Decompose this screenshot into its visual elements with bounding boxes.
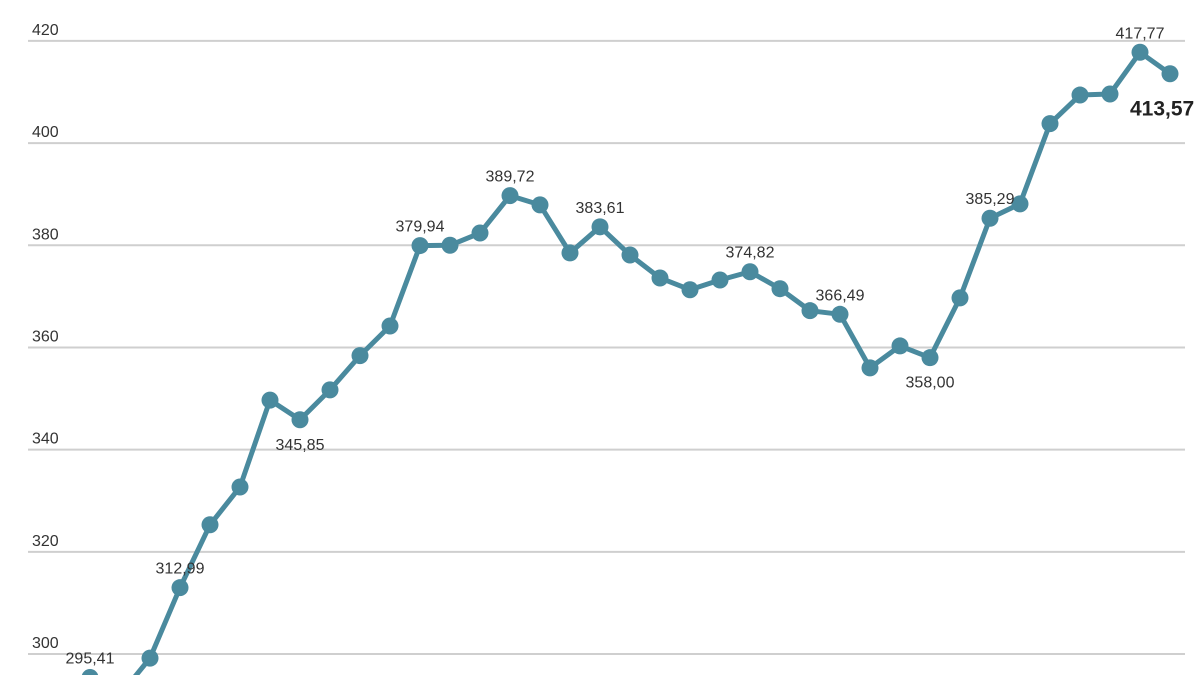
point: [741, 263, 759, 281]
y-tick-label: 340: [32, 431, 59, 448]
point: [381, 317, 399, 335]
point: [411, 237, 429, 255]
point: [1071, 86, 1089, 104]
data-label: 366,49: [816, 287, 865, 304]
point: [711, 271, 729, 289]
point: [861, 359, 879, 377]
point: [531, 196, 549, 214]
point: [1101, 85, 1119, 103]
point: [801, 302, 819, 320]
data-label: 312,99: [156, 561, 205, 578]
point: [441, 236, 459, 254]
point: [651, 269, 669, 287]
point: [1011, 195, 1029, 213]
line: [133, 49, 1172, 675]
point: [321, 381, 339, 399]
point: [621, 246, 639, 264]
point: [261, 391, 279, 409]
point: [471, 224, 489, 242]
point: [771, 280, 789, 298]
point: [591, 218, 609, 236]
point: [141, 649, 159, 667]
data-label: 345,85: [276, 437, 325, 454]
y-tick-label: 380: [32, 226, 59, 243]
point: [1131, 43, 1149, 61]
point: [201, 516, 219, 534]
data-label: 358,00: [906, 375, 955, 392]
data-label: 383,61: [576, 200, 625, 217]
y-tick-label: 320: [32, 533, 59, 550]
point: [921, 349, 939, 367]
point: [981, 209, 999, 227]
point: [351, 347, 369, 365]
point: [561, 244, 579, 262]
point: [501, 187, 519, 205]
y-tick-label: 360: [32, 328, 59, 345]
data-label: 374,82: [726, 245, 775, 262]
data-label: 385,29: [966, 191, 1015, 208]
y-tick-label: 300: [32, 635, 59, 652]
data-label: 389,72: [486, 169, 535, 186]
y-tick-label: 400: [32, 124, 59, 141]
point: [291, 411, 309, 429]
point: [1161, 65, 1179, 83]
point: [171, 579, 189, 597]
data-label: 417,77: [1116, 25, 1165, 42]
y-tick-label: 420: [32, 22, 59, 39]
point: [681, 281, 699, 299]
point: [1041, 115, 1059, 133]
data-label: 295,41: [66, 651, 115, 668]
data-label: 379,94: [396, 219, 445, 236]
point: [951, 289, 969, 307]
point: [831, 305, 849, 323]
point: [81, 669, 99, 675]
point: [231, 478, 249, 496]
point: [891, 337, 909, 355]
data-label: 413,57: [1130, 98, 1194, 121]
